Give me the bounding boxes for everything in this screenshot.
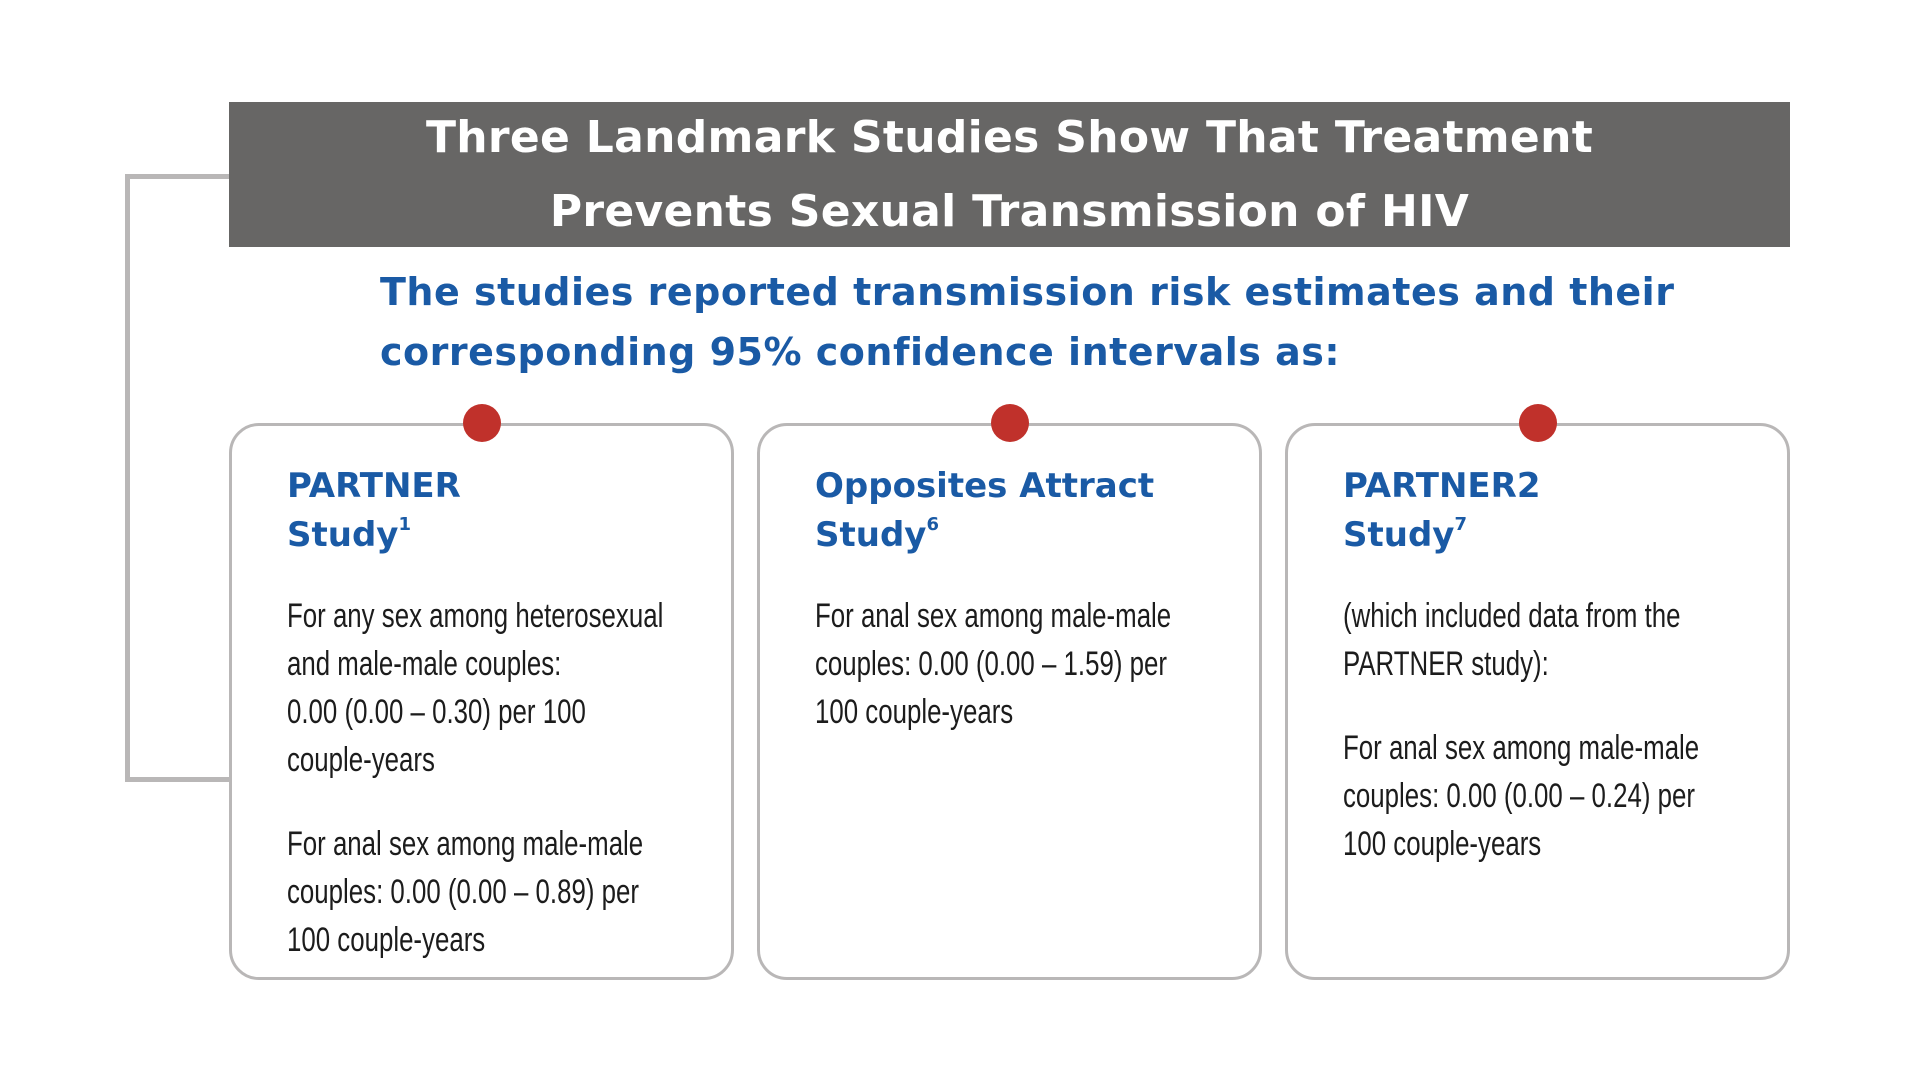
paragraph-line: couples: 0.00 (0.00 – 0.89) per [287, 873, 639, 911]
paragraph-line: PARTNER study): [1343, 645, 1549, 683]
card-title-line-1: PARTNER [287, 466, 461, 506]
card-marker-dot [1518, 404, 1557, 442]
paragraph-line: For any sex among heterosexual [287, 597, 664, 635]
study-card-partner: PARTNER Study1 For any sex among heteros… [229, 404, 734, 980]
card-title-line-1: Opposites Attract [815, 466, 1155, 506]
card-paragraph-2: For anal sex among male-male couples: 0.… [287, 820, 644, 964]
card-marker-dot [990, 404, 1029, 442]
subtitle: The studies reported transmission risk e… [380, 262, 1800, 382]
card-title-line-2: Study7 [1343, 511, 1777, 560]
reference-number: 1 [398, 514, 411, 535]
study-card-opposites-attract: Opposites Attract Study6 For anal sex am… [757, 404, 1262, 980]
paragraph-line: couples: 0.00 (0.00 – 0.24) per [1343, 777, 1695, 815]
card-title-study: Study [1343, 515, 1455, 555]
reference-number: 6 [926, 514, 939, 535]
paragraph-line: 100 couple-years [815, 693, 1014, 731]
card-title: Opposites Attract Study6 [815, 462, 1249, 560]
paragraph-line: couple-years [287, 741, 435, 779]
subtitle-line-2: corresponding 95% confidence intervals a… [380, 330, 1341, 374]
paragraph-line: 100 couple-years [287, 921, 486, 959]
card-content: PARTNER2 Study7 (which included data fro… [1343, 462, 1777, 868]
paragraph-line: For anal sex among male-male [1343, 729, 1700, 767]
paragraph-line: For anal sex among male-male [815, 597, 1172, 635]
paragraph-line: 100 couple-years [1343, 825, 1542, 863]
reference-number: 7 [1454, 514, 1467, 535]
card-paragraph-1: For anal sex among male-male couples: 0.… [815, 592, 1172, 736]
card-title-study: Study [815, 515, 927, 555]
card-paragraph-2: For anal sex among male-male couples: 0.… [1343, 724, 1700, 868]
study-card-partner2: PARTNER2 Study7 (which included data fro… [1285, 404, 1790, 980]
card-marker-dot [462, 404, 501, 442]
card-paragraph-1: For any sex among heterosexual and male-… [287, 592, 664, 784]
title-line-1: Three Landmark Studies Show That Treatme… [425, 111, 1594, 163]
subtitle-line-1: The studies reported transmission risk e… [380, 270, 1675, 314]
card-title-line-2: Study6 [815, 511, 1249, 560]
title-line-2: Prevents Sexual Transmission of HIV [549, 185, 1470, 237]
card-content: PARTNER Study1 For any sex among heteros… [287, 462, 721, 964]
card-title: PARTNER2 Study7 [1343, 462, 1777, 560]
paragraph-line: 0.00 (0.00 – 0.30) per 100 [287, 693, 586, 731]
paragraph-line: For anal sex among male-male [287, 825, 644, 863]
card-content: Opposites Attract Study6 For anal sex am… [815, 462, 1249, 736]
card-title-line-2: Study1 [287, 511, 721, 560]
card-title-line-1: PARTNER2 [1343, 466, 1541, 506]
card-title: PARTNER Study1 [287, 462, 721, 560]
card-title-study: Study [287, 515, 399, 555]
paragraph-line: and male-male couples: [287, 645, 562, 683]
card-paragraph-1: (which included data from the PARTNER st… [1343, 592, 1681, 688]
paragraph-line: couples: 0.00 (0.00 – 1.59) per [815, 645, 1167, 683]
title-banner: Three Landmark Studies Show That Treatme… [229, 102, 1790, 247]
connector-bracket [125, 174, 229, 782]
paragraph-line: (which included data from the [1343, 597, 1681, 635]
